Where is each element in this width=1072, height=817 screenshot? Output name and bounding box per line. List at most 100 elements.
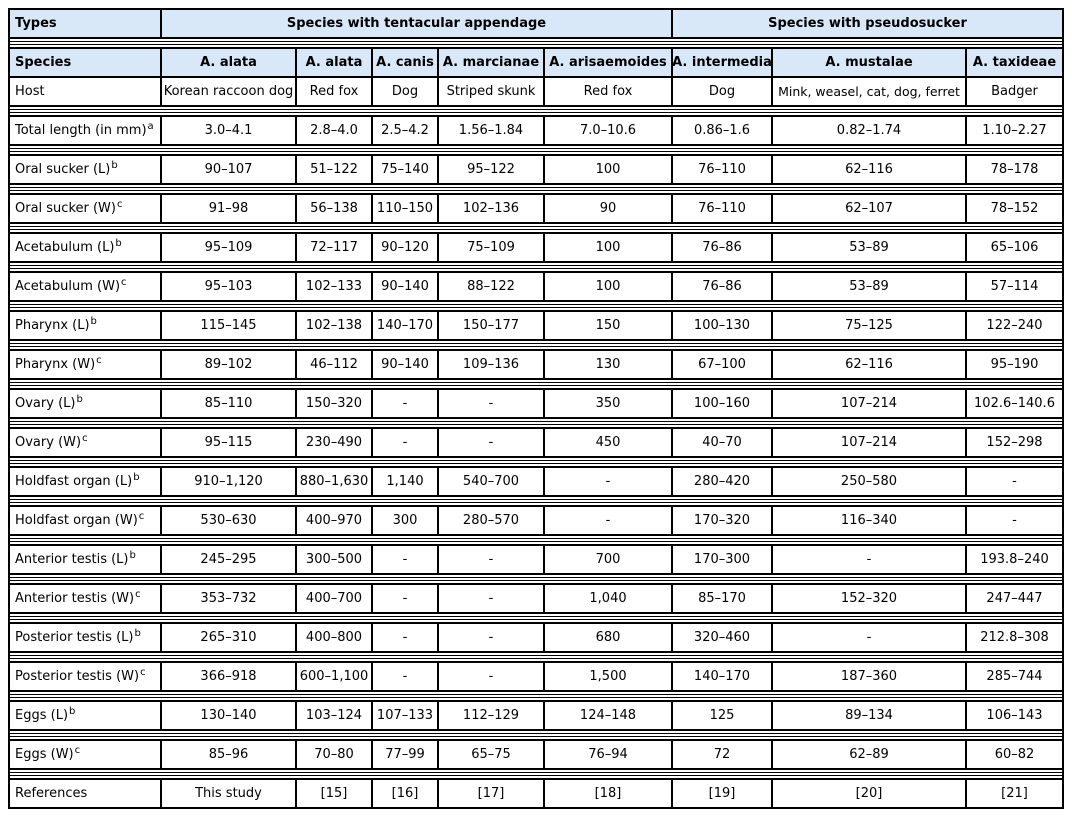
table-cell: 85–110 (160, 390, 295, 417)
footnote-marker: b (90, 315, 97, 327)
row-label-cell: Pharynx (L)b (10, 312, 160, 339)
table-cell: This study (160, 780, 295, 807)
table-cell: 400–700 (295, 585, 371, 612)
table-cell: 40–70 (671, 429, 771, 456)
double-rule-divider (10, 109, 1062, 113)
table-cell: 100 (543, 273, 671, 300)
table-row: Anterior testis (W)c 353–732 400–700- -1,04… (10, 583, 1062, 614)
table-cell: 540–700 (437, 468, 543, 495)
row-label: Acetabulum (L)b (15, 237, 122, 255)
table-cell: 1,040 (543, 585, 671, 612)
row-label: Oral sucker (W)c (15, 198, 123, 216)
row-label: Oral sucker (L)b (15, 159, 118, 177)
footnote-marker: c (121, 276, 127, 288)
table-cell: 116–340 (771, 507, 965, 534)
table-cell: [15] (295, 780, 371, 807)
types-header-cell: Types (10, 10, 160, 37)
species-comparison-table: Types Species with tentacular appendage … (8, 8, 1064, 809)
table-cell: 110–150 (371, 195, 437, 222)
table-cell: 90–120 (371, 234, 437, 261)
table-cell: - (371, 663, 437, 690)
table-row: Acetabulum (W)c 95–103 102–133 90–140 88–122… (10, 271, 1062, 302)
row-label: Ovary (L)b (15, 393, 83, 411)
table-cell: 130 (543, 351, 671, 378)
host-label-cell: Host (10, 78, 160, 105)
double-rule-divider (10, 148, 1062, 152)
table-cell: 62–116 (771, 156, 965, 183)
table-cell: 95–115 (160, 429, 295, 456)
table-cell: 109–136 (437, 351, 543, 378)
table-cell: 56–138 (295, 195, 371, 222)
double-rule-divider (10, 694, 1062, 698)
table-cell: 280–420 (671, 468, 771, 495)
double-rule-divider (10, 655, 1062, 659)
table-cell: [16] (371, 780, 437, 807)
table-cell: 72 (671, 741, 771, 768)
host-name-cell: Mink, weasel, cat, dog, ferret (771, 78, 965, 105)
table-cell: 0.86–1.6 (671, 117, 771, 144)
table-cell: [18] (543, 780, 671, 807)
double-rule-divider (10, 421, 1062, 425)
table-cell: - (371, 429, 437, 456)
table-cell: 89–102 (160, 351, 295, 378)
row-label: Eggs (L)b (15, 705, 76, 723)
table-row: Acetabulum (L)b 95–109 72–117 90–120 75–109 1… (10, 232, 1062, 263)
table-cell: 90–140 (371, 273, 437, 300)
table-row: References This study [15] [16] [17] [18] [19]… (10, 778, 1062, 809)
footnote-marker: b (115, 237, 122, 249)
table-cell: 51–122 (295, 156, 371, 183)
table-cell: - (371, 624, 437, 651)
double-rule-divider (10, 304, 1062, 308)
row-label-cell: Acetabulum (W)c (10, 273, 160, 300)
table-row: Oral sucker (W)c 91–98 56–138 110–150 102–13… (10, 193, 1062, 224)
row-label: Anterior testis (W)c (15, 588, 141, 606)
table-cell: 1,140 (371, 468, 437, 495)
table-cell: - (437, 546, 543, 573)
table-cell: 85–96 (160, 741, 295, 768)
footnote-marker: b (133, 471, 140, 483)
table-cell: 78–178 (965, 156, 1062, 183)
row-label-cell: Eggs (W)c (10, 741, 160, 768)
row-label-cell: Acetabulum (L)b (10, 234, 160, 261)
host-name-cell: Dog (371, 78, 437, 105)
table-cell: 103–124 (295, 702, 371, 729)
table-cell: 76–86 (671, 273, 771, 300)
table-cell: 170–320 (671, 507, 771, 534)
table-body: Total length (in mm)a 3.0–4.1 2.8–4.0 2.5–4… (10, 109, 1062, 809)
table-row: Pharynx (L)b 115–145 102–138 140–170 150–177… (10, 310, 1062, 341)
table-cell: 250–580 (771, 468, 965, 495)
table-cell: 187–360 (771, 663, 965, 690)
table-cell: 75–140 (371, 156, 437, 183)
table-cell: 115–145 (160, 312, 295, 339)
table-cell: 230–490 (295, 429, 371, 456)
table-cell: 100 (543, 156, 671, 183)
footnote-marker: b (129, 549, 136, 561)
table-cell: 350 (543, 390, 671, 417)
double-rule-divider (10, 265, 1062, 269)
table-cell: 70–80 (295, 741, 371, 768)
row-label-cell: Anterior testis (L)b (10, 546, 160, 573)
table-cell: 75–125 (771, 312, 965, 339)
double-rule-divider (10, 382, 1062, 386)
pseudosucker-group-header: Species with pseudosucker (671, 10, 1062, 37)
table-cell: - (543, 507, 671, 534)
species-name-cell: A. arisaemoides (543, 49, 671, 76)
table-cell: 95–103 (160, 273, 295, 300)
species-header-row: Species A. alata A. alata A. canis A. marci… (10, 49, 1062, 78)
table-cell: 530–630 (160, 507, 295, 534)
table-row: Holdfast organ (W)c 530–630 400–970 300 280–… (10, 505, 1062, 536)
table-cell: 85–170 (671, 585, 771, 612)
row-label-cell: Anterior testis (W)c (10, 585, 160, 612)
table-cell: 78–152 (965, 195, 1062, 222)
table-row: Ovary (W)c 95–115 230–490- -450 40–70 107–214… (10, 427, 1062, 458)
table-cell: [17] (437, 780, 543, 807)
row-label: Posterior testis (W)c (15, 666, 146, 684)
footnote-marker: b (76, 393, 83, 405)
footnote-marker: b (111, 159, 118, 171)
table-cell: 102.6–140.6 (965, 390, 1062, 417)
table-cell: 245–295 (160, 546, 295, 573)
table-cell: - (965, 468, 1062, 495)
table-cell: 320–460 (671, 624, 771, 651)
table-cell: 122–240 (965, 312, 1062, 339)
table-cell: - (371, 390, 437, 417)
